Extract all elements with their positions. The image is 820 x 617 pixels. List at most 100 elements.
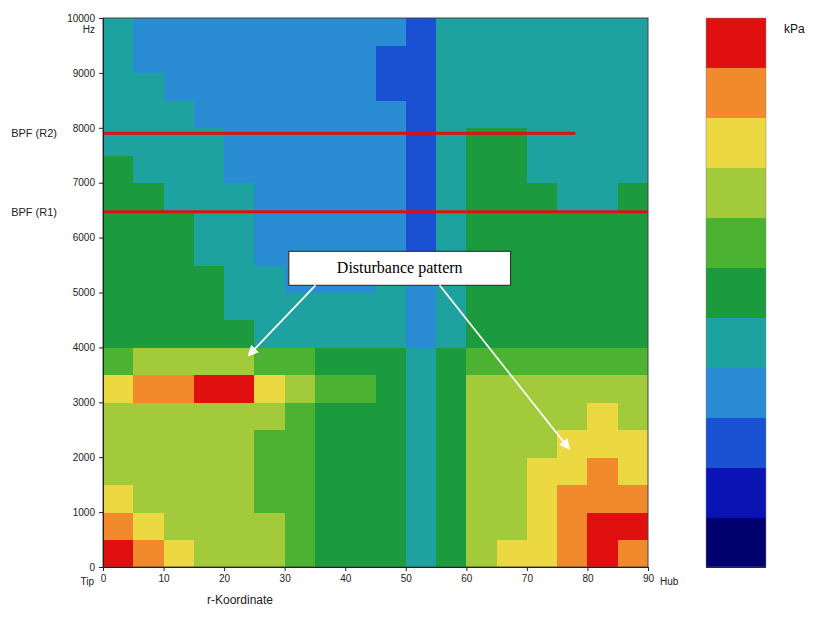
heatmap-cell: [527, 375, 558, 403]
heatmap-cell: [557, 183, 588, 211]
heatmap-cell: [103, 183, 134, 211]
heatmap-cell: [103, 45, 134, 73]
heatmap-cell: [557, 155, 588, 183]
heatmap-cell: [376, 402, 407, 430]
heatmap-cell: [285, 293, 316, 321]
heatmap-cell: [527, 73, 558, 101]
heatmap-cell: [527, 320, 558, 348]
heatmap-cell: [466, 293, 497, 321]
heatmap-cell: [345, 347, 376, 375]
heatmap-cell: [133, 485, 164, 513]
heatmap-cell: [285, 347, 316, 375]
heatmap-cell: [587, 18, 618, 46]
heatmap-cell: [194, 320, 225, 348]
y-tick-mark: [99, 567, 103, 568]
heatmap-cell: [103, 375, 134, 403]
annotation-arrows: [248, 285, 569, 449]
heatmap-cell: [315, 210, 346, 238]
heatmap-cell: [527, 183, 558, 211]
y-tick-label: 7000: [73, 177, 96, 188]
heatmap-cell: [254, 18, 285, 46]
heatmap-cell: [285, 402, 316, 430]
heatmap-cell: [254, 457, 285, 485]
heatmap-cell: [345, 512, 376, 540]
heatmap-cell: [618, 485, 648, 513]
y-tick-label: 6000: [73, 232, 96, 243]
heatmap-cell: [497, 155, 528, 183]
heatmap-cell: [133, 45, 164, 73]
x-axis-title: r-Koordinate: [207, 593, 273, 607]
heatmap-cell: [497, 457, 528, 485]
heatmap-cell: [406, 210, 437, 238]
heatmap-cell: [618, 210, 648, 238]
heatmap-cell: [406, 155, 437, 183]
x-tick-label: 50: [401, 573, 413, 584]
heatmap-cell: [587, 457, 618, 485]
x-tick: 0: [101, 567, 107, 584]
heatmap-cell: [194, 512, 225, 540]
bpf-line: [103, 210, 648, 213]
y-axis: 0100020003000400050006000700080009000100…: [67, 13, 103, 573]
heatmap-cell: [133, 512, 164, 540]
heatmap-cell: [587, 512, 618, 540]
y-tick: BPF (R1): [11, 206, 59, 218]
heatmap-cell: [103, 347, 134, 375]
heatmap-cell: [194, 402, 225, 430]
heatmap-cell: [103, 238, 134, 266]
heatmap-cell: [133, 402, 164, 430]
heatmap-cell: [406, 430, 437, 458]
heatmap-cell: [557, 293, 588, 321]
heatmap-cell: [194, 485, 225, 513]
heatmap-cell: [436, 402, 467, 430]
heatmap-cell: [557, 402, 588, 430]
heatmap-cell: [527, 347, 558, 375]
heatmap-cell: [224, 457, 255, 485]
heatmap-cell: [224, 238, 255, 266]
heatmap-cell: [618, 238, 648, 266]
heatmap-cell: [345, 100, 376, 128]
heatmap-cell: [436, 457, 467, 485]
heatmap-cell: [557, 265, 588, 293]
heatmap-cell: [587, 265, 618, 293]
heatmap-cell: [436, 18, 467, 46]
heatmap-cell: [406, 45, 437, 73]
heatmap-cell: [436, 45, 467, 73]
heatmap-cell: [254, 210, 285, 238]
heatmap-cell: [285, 430, 316, 458]
heatmap-cell: [345, 210, 376, 238]
heatmap-cell: [587, 485, 618, 513]
heatmap-cell: [254, 430, 285, 458]
heatmap-cell: [376, 45, 407, 73]
heatmap-cell: [103, 540, 134, 567]
heatmap-cell: [466, 183, 497, 211]
x-tick: 50: [401, 567, 413, 584]
annotation-arrow: [440, 285, 570, 449]
heatmap-cell: [103, 430, 134, 458]
annotation-box: [289, 251, 511, 285]
x-tick-mark: [406, 567, 407, 571]
heatmap-cell: [133, 73, 164, 101]
heatmap-cell: [194, 73, 225, 101]
bpf-line: [103, 132, 575, 135]
heatmap-cell: [103, 293, 134, 321]
x-tick: 20: [219, 567, 231, 584]
heatmap-cell: [497, 430, 528, 458]
heatmap-cell: [285, 155, 316, 183]
y-tick: 7000: [73, 177, 103, 188]
heatmap-cell: [587, 210, 618, 238]
heatmap-cell: [254, 485, 285, 513]
heatmap-cell: [376, 18, 407, 46]
heatmap-cell: [194, 155, 225, 183]
heatmap-cell: [224, 155, 255, 183]
heatmap-cell: [254, 540, 285, 567]
heatmap-cell: [587, 238, 618, 266]
heatmap-cell: [497, 45, 528, 73]
heatmap-cell: [406, 485, 437, 513]
colorbar-segment: [706, 168, 766, 218]
heatmap-cell: [436, 512, 467, 540]
chart-container: 0102030405060708090010002000300040005000…: [0, 0, 820, 617]
heatmap-cell: [315, 155, 346, 183]
heatmap-cell: [315, 320, 346, 348]
heatmap-cell: [618, 430, 648, 458]
heatmap-cell: [254, 512, 285, 540]
